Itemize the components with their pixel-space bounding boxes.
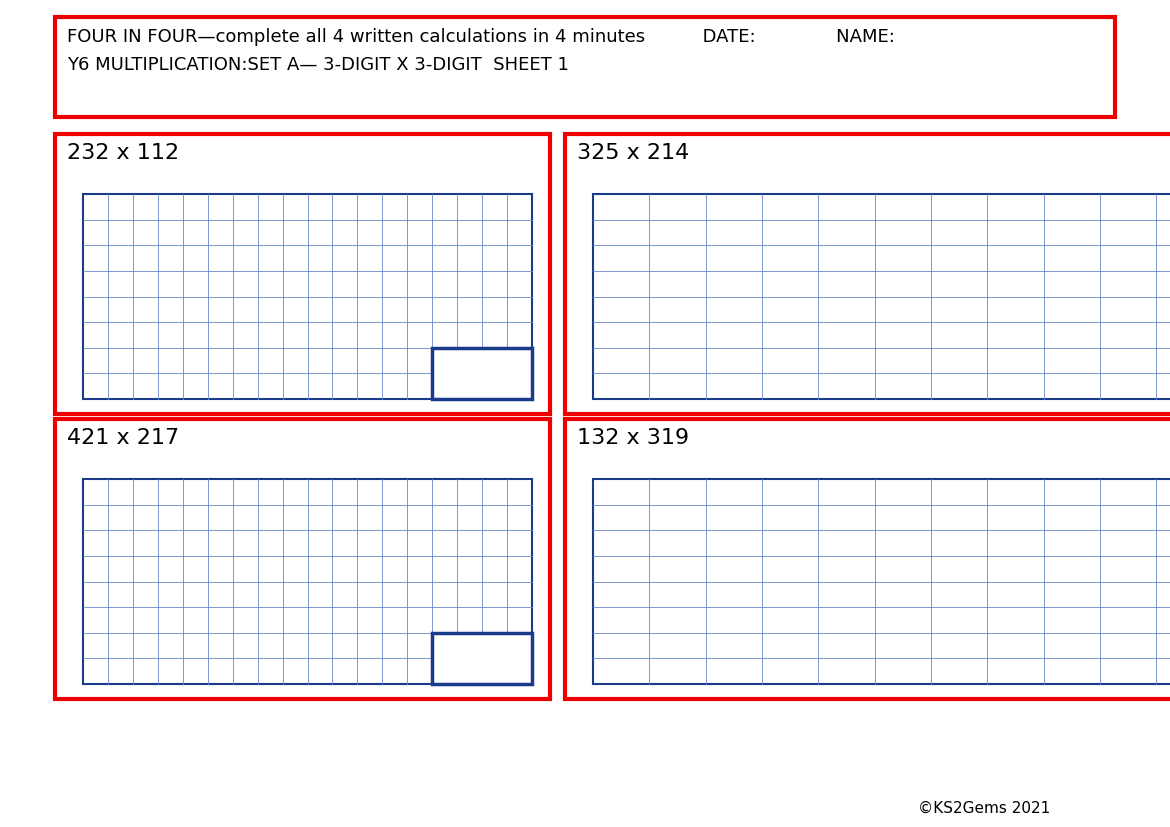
Bar bbox=[565, 419, 1170, 699]
Bar bbox=[55, 18, 1115, 118]
Text: ©KS2Gems 2021: ©KS2Gems 2021 bbox=[917, 800, 1049, 815]
Bar bbox=[593, 480, 1170, 684]
Bar bbox=[593, 195, 1170, 399]
Text: 421 x 217: 421 x 217 bbox=[67, 428, 179, 447]
Bar bbox=[55, 135, 550, 414]
Text: FOUR IN FOUR—complete all 4 written calculations in 4 minutes          DATE:    : FOUR IN FOUR—complete all 4 written calc… bbox=[67, 28, 895, 46]
Bar bbox=[83, 195, 532, 399]
Bar bbox=[432, 633, 532, 684]
Bar bbox=[432, 348, 532, 399]
Text: 232 x 112: 232 x 112 bbox=[67, 143, 179, 163]
Bar bbox=[55, 419, 550, 699]
Bar bbox=[83, 480, 532, 684]
Text: 325 x 214: 325 x 214 bbox=[577, 143, 689, 163]
Bar bbox=[565, 135, 1170, 414]
Text: Y6 MULTIPLICATION:SET A— 3-DIGIT X 3-DIGIT  SHEET 1: Y6 MULTIPLICATION:SET A— 3-DIGIT X 3-DIG… bbox=[67, 56, 569, 74]
Text: 132 x 319: 132 x 319 bbox=[577, 428, 689, 447]
